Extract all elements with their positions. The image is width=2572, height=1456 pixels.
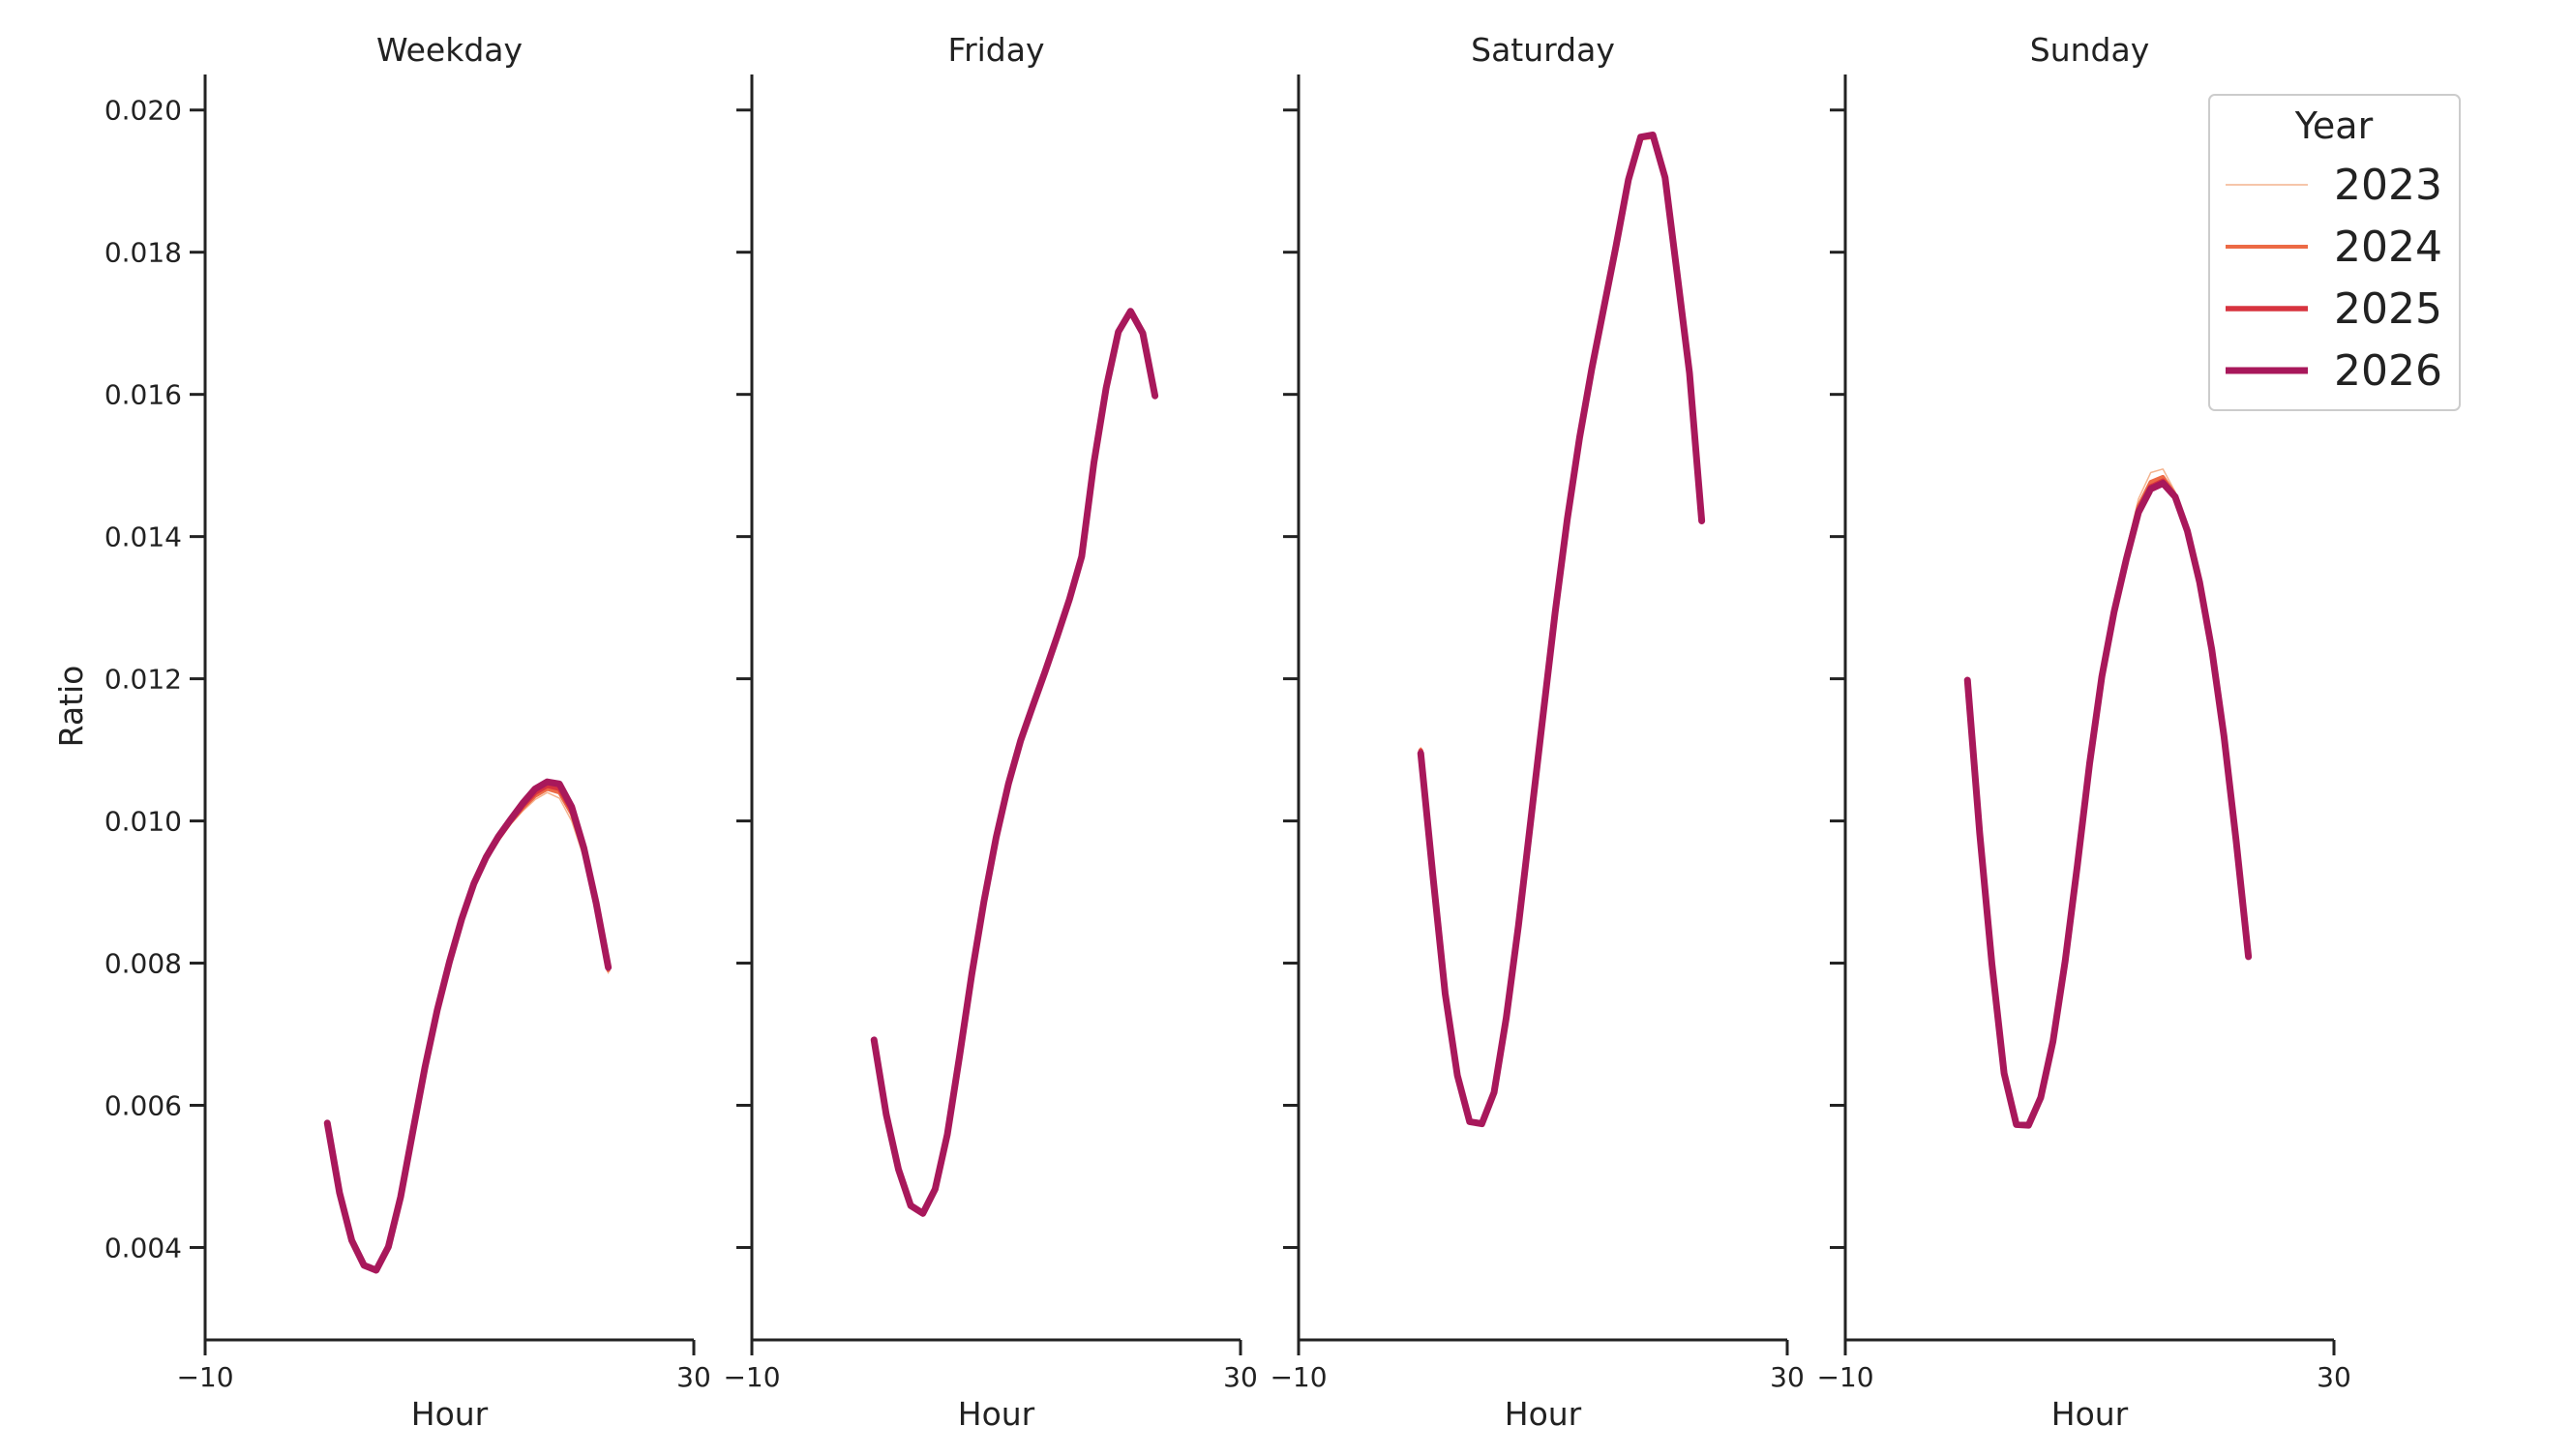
y-tick-label: 0.004 xyxy=(105,1232,182,1263)
series-line-2026 xyxy=(1963,480,2253,1129)
x-axis-label: Hour xyxy=(1505,1395,1582,1433)
x-axis-label: Hour xyxy=(2051,1395,2129,1433)
series-line-2026 xyxy=(1417,131,1706,1128)
series-line-2023 xyxy=(1966,468,2250,1126)
x-tick-label: 30 xyxy=(2317,1361,2351,1393)
legend-label-2023: 2023 xyxy=(2334,161,2442,210)
series-line-2026 xyxy=(870,308,1159,1217)
series-line-2024 xyxy=(1419,134,1704,1127)
y-axis-label: Ratio xyxy=(52,666,90,748)
series-line-2024 xyxy=(1965,474,2251,1127)
y-tick-label: 0.012 xyxy=(105,664,182,696)
x-tick-label: 30 xyxy=(1770,1361,1805,1393)
x-tick-label: 30 xyxy=(1223,1361,1258,1393)
y-tick-label: 0.006 xyxy=(105,1090,182,1122)
panel-saturday: Saturday −10 30 Hour xyxy=(1270,31,1804,1433)
panel-title: Friday xyxy=(947,31,1044,69)
legend-label-2024: 2024 xyxy=(2334,223,2442,272)
y-tick-label: 0.008 xyxy=(105,948,182,980)
series-line-2026 xyxy=(323,778,613,1274)
series-line-2025 xyxy=(324,783,612,1273)
series-line-2023 xyxy=(1420,137,1703,1126)
y-tick-label: 0.014 xyxy=(105,521,182,553)
y-tick-label: 0.016 xyxy=(105,379,182,411)
panel-title: Weekday xyxy=(376,31,523,69)
series-line-2023 xyxy=(326,791,610,1273)
x-axis-label: Hour xyxy=(958,1395,1035,1433)
y-tick-label: 0.010 xyxy=(105,806,182,838)
x-tick-label: −10 xyxy=(1816,1361,1873,1393)
panel-title: Sunday xyxy=(2030,31,2149,69)
legend-frame xyxy=(2208,94,2461,411)
legend: Year 2023 2024 2025 2026 xyxy=(2208,94,2461,411)
legend-label-2025: 2025 xyxy=(2334,284,2442,334)
x-tick-label: −10 xyxy=(723,1361,780,1393)
x-tick-label: −10 xyxy=(176,1361,233,1393)
panel-sunday: Sunday −10 30 Hour xyxy=(1816,31,2350,1433)
series-line-2024 xyxy=(325,787,611,1273)
panel-friday: Friday −10 30 Hour xyxy=(723,31,1257,1433)
series-line-2025 xyxy=(1964,478,2252,1128)
y-tick-label: 0.020 xyxy=(105,95,182,127)
y-tick-label: 0.018 xyxy=(105,237,182,269)
panel-weekday: Weekday 0.004 0.006 0.008 0.010 0.012 0.014 0.0… xyxy=(105,31,711,1433)
series-line-2025 xyxy=(1418,133,1705,1127)
x-tick-label: −10 xyxy=(1270,1361,1327,1393)
x-axis-label: Hour xyxy=(411,1395,489,1433)
legend-entries: 2023 2024 2025 2026 xyxy=(2226,161,2442,396)
legend-title: Year xyxy=(2294,104,2374,147)
panel-title: Saturday xyxy=(1471,31,1615,69)
x-tick-label: 30 xyxy=(676,1361,711,1393)
legend-label-2026: 2026 xyxy=(2334,346,2442,396)
panels-layer: Weekday 0.004 0.006 0.008 0.010 0.012 0.014 0.0… xyxy=(105,31,2351,1433)
